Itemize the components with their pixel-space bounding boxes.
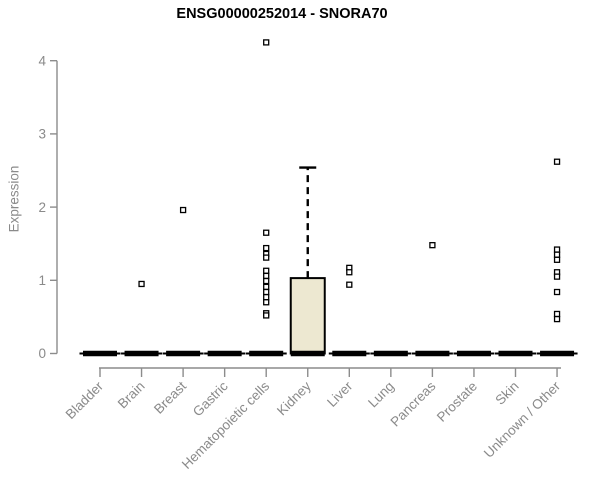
outlier-point xyxy=(553,251,561,258)
median-line xyxy=(373,350,408,357)
outlier-point xyxy=(263,229,270,236)
outlier-point xyxy=(553,288,561,296)
x-tick-label: Bladder xyxy=(63,378,107,422)
y-tick-label: 4 xyxy=(38,53,46,68)
median-line xyxy=(249,350,284,357)
median-line xyxy=(498,350,533,357)
x-tick-label: Liver xyxy=(324,378,356,410)
median-line xyxy=(415,350,450,357)
x-tick-label: Unknown / Other xyxy=(481,378,564,461)
outlier-point xyxy=(263,244,270,252)
outlier-point xyxy=(263,299,270,306)
outlier-point xyxy=(553,273,561,280)
x-tick-label: Lung xyxy=(365,379,397,411)
x-tick-label: Breast xyxy=(151,378,189,416)
y-tick-label: 3 xyxy=(38,127,46,142)
outlier-point xyxy=(263,293,270,301)
median-line xyxy=(166,350,201,357)
outlier-point xyxy=(263,277,270,285)
outlier-point xyxy=(263,283,270,291)
x-tick-label: Kidney xyxy=(274,378,314,418)
x-tick-label: Pancreas xyxy=(388,378,439,429)
outlier-point xyxy=(553,158,561,165)
outlier-point xyxy=(553,315,561,323)
median-line xyxy=(332,350,367,357)
median-line xyxy=(83,350,117,357)
outlier-point xyxy=(263,254,270,261)
median-line xyxy=(540,350,575,357)
box xyxy=(289,277,326,355)
x-tick-label: Gastric xyxy=(190,378,231,419)
x-tick-label: Skin xyxy=(492,379,521,408)
chart-title: ENSG00000252014 - SNORA70 xyxy=(176,6,388,22)
y-tick-label: 2 xyxy=(38,200,46,215)
y-tick-label: 1 xyxy=(38,273,46,288)
outlier-point xyxy=(263,267,270,274)
x-tick-label: Brain xyxy=(115,379,148,412)
outlier-point xyxy=(553,246,561,253)
outlier-point xyxy=(553,256,561,263)
median-line xyxy=(207,350,242,357)
median-line xyxy=(456,350,491,357)
outlier-point xyxy=(263,272,270,280)
median-line xyxy=(124,350,159,357)
median-line xyxy=(290,350,325,357)
outlier-point xyxy=(263,312,270,319)
outlier-point xyxy=(553,310,561,318)
x-tick-label: Prostate xyxy=(434,379,480,425)
outlier-point xyxy=(346,269,353,276)
outlier-point xyxy=(138,280,145,288)
outlier-point xyxy=(263,288,270,296)
outlier-point xyxy=(263,39,270,46)
outlier-point xyxy=(179,206,187,214)
outlier-point xyxy=(429,242,436,249)
y-tick-label: 0 xyxy=(38,346,46,361)
outlier-point xyxy=(346,281,353,288)
